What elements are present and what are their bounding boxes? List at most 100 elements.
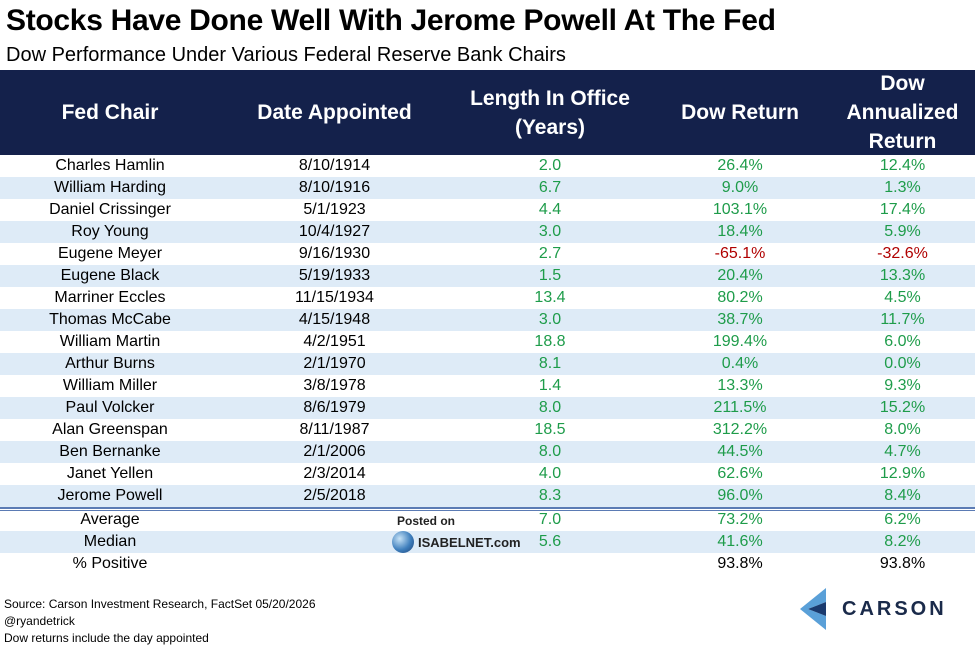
cell-annualized-return: 5.9% [884, 223, 921, 240]
cell-annualized-return: 8.0% [884, 421, 921, 438]
cell-length: 18.8 [534, 333, 566, 350]
table-body: Charles Hamlin 8/10/1914 2.0 26.4% 12.4% Will… [0, 155, 975, 507]
table-summary: Average 7.0 73.2% 6.2% Median 5.6 41.6% 8.2% % P… [0, 509, 975, 575]
cell-annualized-return: 15.2% [879, 399, 926, 416]
table-row: William Harding 8/10/1916 6.7 9.0% 1.3% [0, 177, 975, 199]
cell-annualized-return: 6.0% [884, 333, 921, 350]
table-row: William Martin 4/2/1951 18.8 199.4% 6.0% [0, 331, 975, 353]
header-annualized-line1: Dow [880, 72, 925, 95]
globe-icon [392, 531, 414, 553]
cell-date-appointed: 2/5/2018 [303, 487, 366, 504]
summary-row: % Positive 93.8% 93.8% [0, 553, 975, 575]
summary-label: Median [83, 533, 137, 550]
header-length-line2: (Years) [514, 115, 586, 139]
cell-annualized-return: 17.4% [879, 201, 926, 218]
cell-date-appointed: 4/15/1948 [298, 311, 371, 328]
cell-length: 13.4 [534, 289, 566, 306]
cell-dow-return: 18.4% [717, 223, 763, 240]
cell-fed-chair: Daniel Crissinger [49, 201, 171, 218]
cell-length: 4.0 [538, 465, 562, 482]
cell-fed-chair: William Martin [59, 333, 161, 350]
table-row: Ben Bernanke 2/1/2006 8.0 44.5% 4.7% [0, 441, 975, 463]
table-row: Eugene Meyer 9/16/1930 2.7 -65.1% -32.6% [0, 243, 975, 265]
page-subtitle: Dow Performance Under Various Federal Re… [6, 44, 566, 66]
summary-annualized-return: 8.2% [884, 533, 921, 550]
table-row: William Miller 3/8/1978 1.4 13.3% 9.3% [0, 375, 975, 397]
cell-length: 4.4 [538, 201, 562, 218]
cell-annualized-return: 4.7% [884, 443, 921, 460]
header-annualized-line2: Annualized [846, 101, 959, 124]
cell-length: 3.0 [538, 311, 562, 328]
cell-date-appointed: 4/2/1951 [303, 333, 366, 350]
cell-dow-return: 44.5% [717, 443, 763, 460]
table-row: Jerome Powell 2/5/2018 8.3 96.0% 8.4% [0, 485, 975, 507]
cell-annualized-return: 13.3% [879, 267, 926, 284]
footer-note: Dow returns include the day appointed [4, 631, 209, 645]
watermark-posted-on: Posted on [397, 514, 456, 528]
table-row: Thomas McCabe 4/15/1948 3.0 38.7% 11.7% [0, 309, 975, 331]
header-fed-chair: Fed Chair [61, 101, 159, 124]
cell-fed-chair: Marriner Eccles [54, 289, 166, 306]
cell-dow-return: 20.4% [717, 267, 763, 284]
summary-dow-return: 93.8% [717, 555, 763, 572]
header-annualized-return: Dow Annualized Return [820, 70, 975, 155]
watermark-site: ISABELNET.com [418, 534, 521, 550]
cell-date-appointed: 9/16/1930 [298, 245, 371, 262]
cell-date-appointed: 2/1/1970 [303, 355, 366, 372]
summary-dow-return: 73.2% [717, 511, 763, 528]
header-annualized-line3: Return [868, 130, 937, 153]
header-date-appointed: Date Appointed [257, 101, 412, 124]
cell-length: 8.0 [538, 443, 562, 460]
summary-length: 7.0 [538, 511, 562, 528]
cell-dow-return: -65.1% [714, 245, 766, 262]
summary-dow-return: 41.6% [717, 533, 763, 550]
cell-dow-return: 62.6% [717, 465, 763, 482]
cell-dow-return: 9.0% [721, 179, 759, 196]
footer-source: Source: Carson Investment Research, Fact… [4, 597, 316, 611]
cell-dow-return: 26.4% [717, 157, 763, 174]
cell-fed-chair: Eugene Meyer [57, 245, 163, 262]
cell-fed-chair: Jerome Powell [57, 487, 163, 504]
table-row: Arthur Burns 2/1/1970 8.1 0.4% 0.0% [0, 353, 975, 375]
cell-annualized-return: 9.3% [884, 377, 921, 394]
cell-dow-return: 199.4% [712, 333, 768, 350]
cell-date-appointed: 5/1/1923 [303, 201, 366, 218]
cell-annualized-return: 4.5% [884, 289, 921, 306]
cell-date-appointed: 8/10/1916 [298, 179, 371, 196]
cell-dow-return: 0.4% [721, 355, 759, 372]
cell-fed-chair: Eugene Black [60, 267, 160, 284]
footer-handle: @ryandetrick [4, 614, 75, 628]
cell-fed-chair: Thomas McCabe [49, 311, 171, 328]
cell-annualized-return: 11.7% [880, 311, 925, 328]
cell-fed-chair: William Harding [53, 179, 167, 196]
summary-annualized-return: 6.2% [884, 511, 921, 528]
cell-date-appointed: 2/1/2006 [303, 443, 366, 460]
cell-date-appointed: 8/11/1987 [299, 421, 370, 438]
cell-dow-return: 80.2% [717, 289, 763, 306]
cell-length: 2.0 [538, 157, 562, 174]
cell-date-appointed: 5/19/1933 [298, 267, 371, 284]
carson-chevron-icon [800, 588, 826, 630]
cell-dow-return: 312.2% [712, 421, 768, 438]
cell-dow-return: 38.7% [717, 311, 763, 328]
cell-dow-return: 211.5% [713, 399, 767, 416]
summary-divider-thin [0, 510, 975, 511]
cell-length: 1.5 [538, 267, 562, 284]
cell-fed-chair: Roy Young [71, 223, 149, 240]
cell-dow-return: 13.3% [717, 377, 763, 394]
cell-annualized-return: 8.4% [884, 487, 921, 504]
cell-length: 8.0 [538, 399, 562, 416]
summary-row: Median 5.6 41.6% 8.2% [0, 531, 975, 553]
summary-row: Average 7.0 73.2% 6.2% [0, 509, 975, 531]
table-row: Janet Yellen 2/3/2014 4.0 62.6% 12.9% [0, 463, 975, 485]
table-row: Eugene Black 5/19/1933 1.5 20.4% 13.3% [0, 265, 975, 287]
cell-annualized-return: 12.4% [879, 157, 926, 174]
summary-date [222, 553, 447, 575]
table-row: Alan Greenspan 8/11/1987 18.5 312.2% 8.0% [0, 419, 975, 441]
cell-fed-chair: Janet Yellen [66, 465, 154, 482]
summary-label: Average [80, 511, 140, 528]
cell-length: 6.7 [538, 179, 562, 196]
cell-annualized-return: -32.6% [877, 245, 928, 262]
cell-length: 18.5 [534, 421, 566, 438]
cell-length: 8.3 [538, 487, 562, 504]
